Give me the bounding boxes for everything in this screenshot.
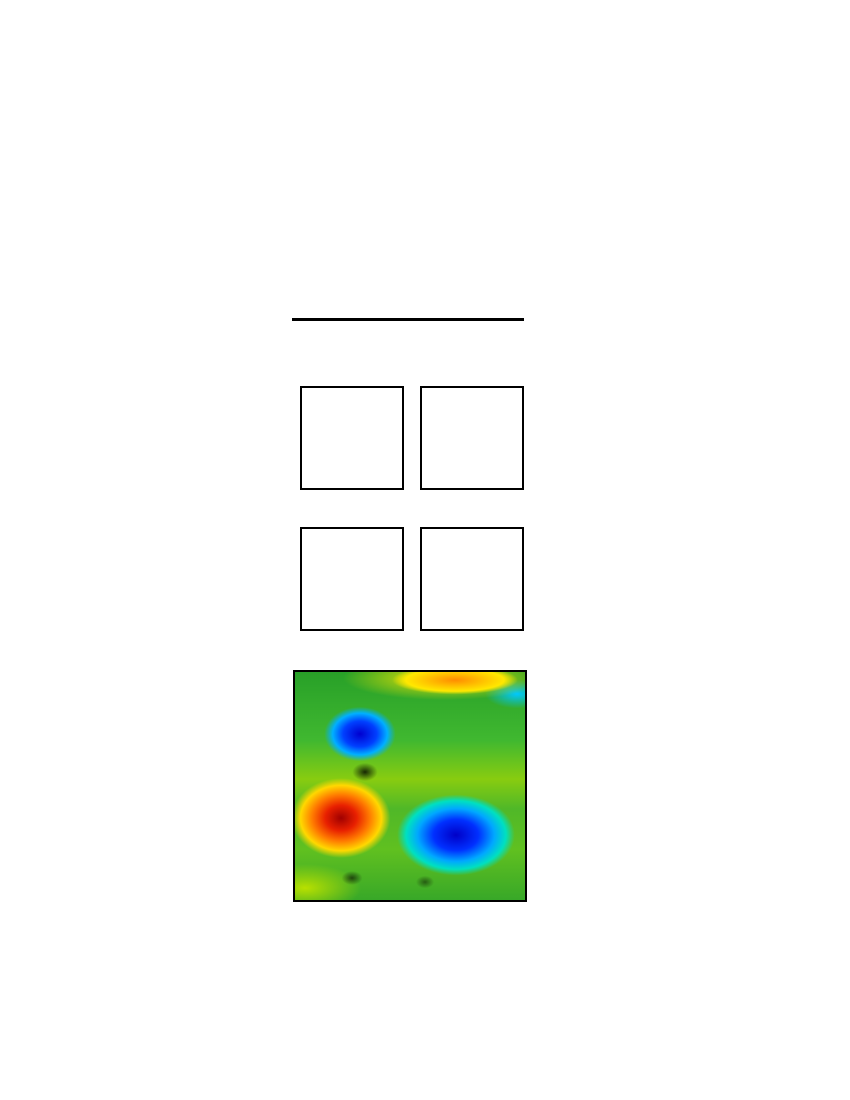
hodogram-left-plot: [302, 529, 402, 629]
zoom-waveform-box-left: [300, 386, 404, 490]
zoom-waveform-right-plot: [422, 388, 522, 488]
time-axis-line: [292, 318, 524, 321]
hodogram-box-right: [420, 527, 524, 631]
contour-lines: [295, 672, 525, 900]
splitting-contour-plot: [293, 670, 527, 902]
zoom-waveform-left-plot: [302, 388, 402, 488]
hodogram-box-left: [300, 527, 404, 631]
zoom-waveform-box-right: [420, 386, 524, 490]
waveform-traces-plot: [295, 155, 525, 310]
hodogram-right-plot: [422, 529, 522, 629]
